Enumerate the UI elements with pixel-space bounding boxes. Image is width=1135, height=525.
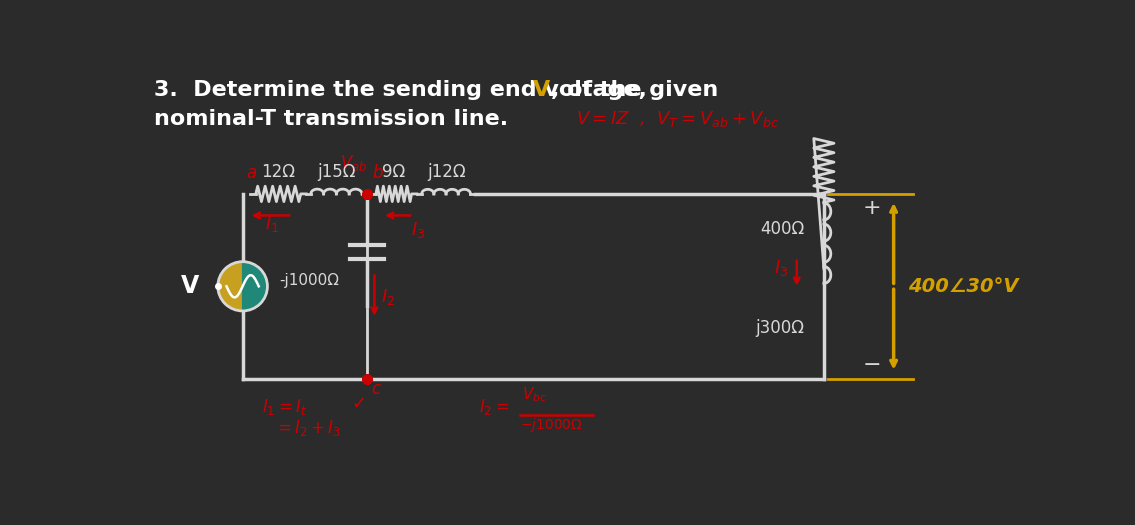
Text: , of the given: , of the given [552,80,718,100]
Text: V: V [533,80,550,100]
Text: j12Ω: j12Ω [427,163,465,181]
Wedge shape [243,261,268,311]
Text: -j1000Ω: -j1000Ω [279,272,339,288]
Text: nominal-T transmission line.: nominal-T transmission line. [153,109,507,129]
Text: −: − [863,355,881,375]
Text: c: c [371,380,380,398]
Text: 12Ω: 12Ω [261,163,295,181]
Wedge shape [218,261,243,311]
Text: $-j1000\Omega$: $-j1000\Omega$ [520,416,583,434]
Text: $I_1 = I_t$: $I_1 = I_t$ [262,397,308,417]
Text: $I_3$: $I_3$ [411,219,426,240]
Text: j15Ω: j15Ω [317,163,355,181]
Text: 400∠30°V: 400∠30°V [908,277,1018,296]
Text: V: V [180,274,199,298]
Text: ✓: ✓ [351,395,367,413]
Text: $V_{ab}$: $V_{ab}$ [339,153,367,173]
Text: a: a [246,164,257,183]
Text: $I_2$: $I_2$ [380,287,395,307]
Text: j300Ω: j300Ω [756,319,805,337]
Text: $I_2 =$: $I_2 =$ [479,397,510,417]
Text: $V_{bc}$: $V_{bc}$ [522,385,547,404]
Text: 3.  Determine the sending end voltage,: 3. Determine the sending end voltage, [153,80,654,100]
Text: b: b [372,164,384,183]
Text: $I_1$: $I_1$ [264,214,279,234]
Text: $V= IZ$  ,  $V_T = V_{ab} + V_{bc}$: $V= IZ$ , $V_T = V_{ab} + V_{bc}$ [575,109,779,129]
Text: 9Ω: 9Ω [382,163,405,181]
Text: $= I_2 + I_3$: $= I_2 + I_3$ [274,418,340,438]
Text: 400Ω: 400Ω [760,220,805,238]
Text: $I_3$: $I_3$ [774,258,789,278]
Text: +: + [863,198,881,218]
